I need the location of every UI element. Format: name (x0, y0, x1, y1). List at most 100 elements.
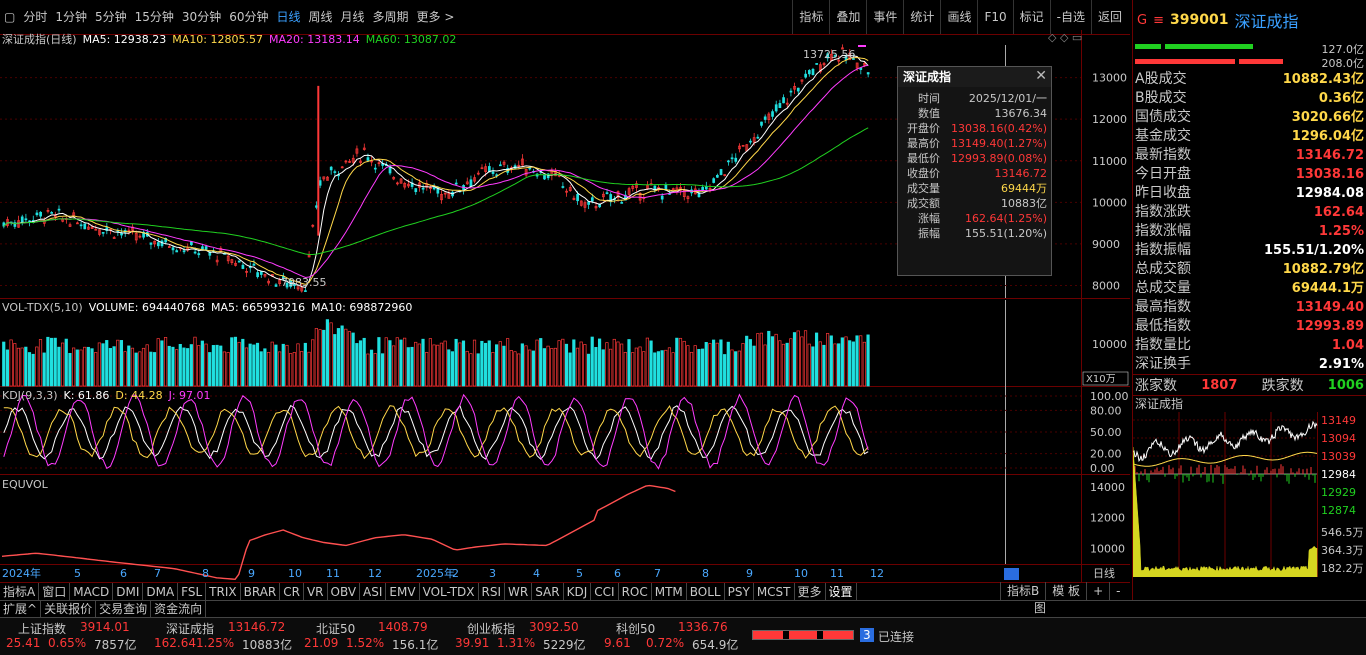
volume-bar (627, 339, 631, 387)
stat-value: 162.64 (1313, 205, 1364, 220)
axis-tick-label: 10000 (1090, 543, 1125, 556)
indicator-tab[interactable]: CCI (591, 583, 619, 601)
period-tab[interactable]: 日线 (276, 10, 301, 24)
indicator-tab[interactable]: 指标A (0, 583, 40, 601)
sub-tab[interactable]: 关联报价 (41, 601, 97, 618)
indicator-tab[interactable]: MACD (70, 583, 114, 601)
volume-bar (498, 341, 502, 387)
period-tab[interactable]: 更多 > (416, 10, 455, 24)
volume-bar (318, 329, 322, 387)
volume-bar (800, 336, 804, 387)
candle-body (215, 259, 219, 263)
indicator-tab[interactable]: FSL (178, 583, 207, 601)
volume-bar (347, 331, 352, 387)
toolbar-button[interactable]: 标记 (1012, 0, 1050, 34)
pane-controls[interactable]: ◇ ◇ ▭ (1048, 31, 1083, 44)
indicator-tab[interactable]: VR (304, 583, 328, 601)
volume-bar (642, 351, 646, 387)
indicator-tab[interactable]: ASI (360, 583, 387, 601)
intraday-mini-chart[interactable]: 13149 13094 13039 12984 12929 12874 546.5万 364.… (1132, 412, 1366, 577)
period-tab[interactable]: 多周期 (372, 10, 409, 24)
index-name: 深证成指 (1234, 12, 1299, 31)
indicator-tab-right[interactable]: + (1086, 582, 1109, 600)
candle-body (340, 166, 344, 169)
indicator-tab[interactable]: MTM (652, 583, 687, 601)
volume-bar (16, 347, 21, 387)
sub-tab[interactable]: 交易查询 (96, 601, 152, 618)
indicator-tab-right[interactable]: 模 板 (1045, 582, 1086, 600)
volume-bar (866, 334, 870, 387)
indicator-tab[interactable]: BRAR (241, 583, 281, 601)
sub-right-label[interactable]: 图 (1034, 601, 1047, 615)
toolbar-button[interactable]: F10 (977, 0, 1012, 34)
sub-tab[interactable]: 资金流向 (151, 601, 207, 618)
toolbar-button[interactable]: 统计 (903, 0, 940, 34)
axis-tick-label: 9 (746, 567, 753, 580)
indicator-tab[interactable]: DMA (143, 583, 179, 601)
kline-chart[interactable]: 130001200011000100009000800013725.567983… (0, 30, 1130, 582)
period-tab[interactable]: 15分钟 (134, 10, 174, 24)
period-tab[interactable]: 1分钟 (55, 10, 87, 24)
stat-label: 国债成交 (1135, 109, 1191, 125)
indicator-tab[interactable]: VOL-TDX (420, 583, 479, 601)
candle-body (87, 226, 90, 230)
price-info-popup[interactable]: 深证成指 ✕ 时间 2025/12/01/一 数值 13676.34 开盘价 13038.… (897, 66, 1052, 276)
indicator-tab[interactable]: 设置 (826, 583, 857, 601)
toolbar-button[interactable]: 叠加 (829, 0, 866, 34)
indicator-tab-right[interactable]: 指标B (1000, 582, 1045, 600)
mini-tick-label: 13149 (1321, 414, 1356, 427)
menu-icon[interactable]: ≡ (1153, 12, 1164, 28)
candle-body (635, 183, 638, 188)
indicator-tab[interactable]: TRIX (206, 583, 241, 601)
toolbar-button[interactable]: 事件 (866, 0, 903, 34)
candle-body (605, 192, 609, 195)
indicator-tab[interactable]: ROC (619, 583, 652, 601)
window-icon[interactable]: ▢ (4, 10, 16, 24)
toolbar-button[interactable]: 指标 (792, 0, 829, 34)
toolbar-button[interactable]: 返回 (1090, 0, 1128, 34)
quote-stat-row: 指数涨幅 1.25% (1133, 222, 1366, 241)
candle-body (727, 160, 730, 163)
indicator-tab[interactable]: KDJ (564, 583, 592, 601)
candle-body (679, 187, 682, 191)
candle-body (565, 190, 568, 193)
toolbar-button[interactable]: -自选 (1049, 0, 1091, 34)
period-tab[interactable]: 分时 (23, 10, 48, 24)
indicator-tab[interactable]: PSY (725, 583, 754, 601)
volume-bar (281, 343, 285, 387)
volume-bar (726, 341, 730, 387)
indicator-tab[interactable]: CR (280, 583, 304, 601)
connection-count[interactable]: 3 (860, 628, 874, 642)
period-tab[interactable]: 月线 (340, 10, 365, 24)
indicator-tab[interactable]: RSI (479, 583, 506, 601)
indicator-tab[interactable]: BOLL (687, 583, 725, 601)
stat-label: 指数涨跌 (1135, 204, 1191, 220)
indicator-tab-right[interactable]: - (1109, 582, 1126, 600)
g-badge[interactable]: G (1137, 12, 1148, 28)
candle-body (796, 87, 800, 92)
close-icon[interactable]: ✕ (1035, 68, 1047, 84)
indicator-tab[interactable]: EMV (386, 583, 420, 601)
candle-body (627, 188, 631, 195)
indicator-tab[interactable]: WR (505, 583, 533, 601)
indicator-tab[interactable]: 窗口 (39, 583, 71, 601)
volume-bar (811, 346, 815, 387)
indicator-tab[interactable]: 更多 (795, 583, 826, 601)
period-tab[interactable]: 60分钟 (229, 10, 269, 24)
candle-body (793, 85, 796, 90)
period-tab[interactable]: 30分钟 (181, 10, 222, 24)
sub-tab[interactable]: 扩展^ (0, 601, 42, 618)
indicator-tab[interactable]: OBV (328, 583, 361, 601)
period-tab[interactable]: 周线 (308, 10, 333, 24)
indicator-tab[interactable]: MCST (754, 583, 795, 601)
toolbar-button[interactable]: 画线 (940, 0, 977, 34)
candle-body (723, 174, 727, 176)
indicator-tab[interactable]: SAR (532, 583, 564, 601)
ma-line (3, 54, 869, 288)
period-tab[interactable]: 5分钟 (95, 10, 127, 24)
volume-bar (803, 330, 808, 387)
candle-body (94, 228, 98, 231)
volume-bar (656, 351, 661, 387)
status-index-value: 3914.01 (80, 620, 130, 634)
indicator-tab[interactable]: DMI (113, 583, 144, 601)
